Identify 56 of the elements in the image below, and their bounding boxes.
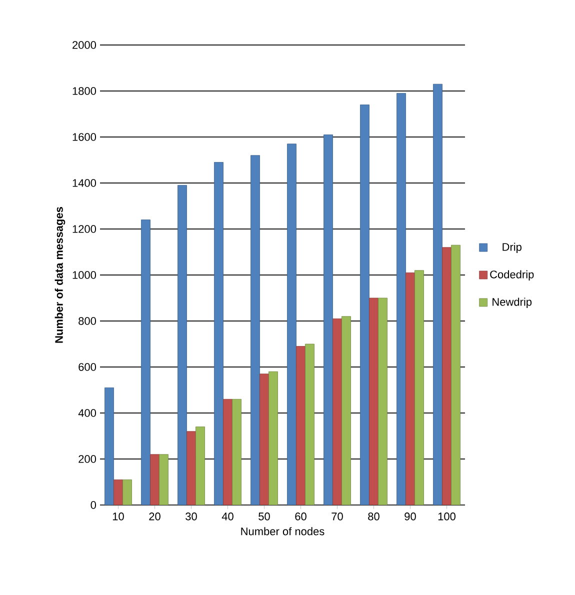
y-tick-label: 200 (78, 455, 96, 463)
bar (378, 298, 388, 505)
bar (122, 479, 132, 505)
bar (150, 454, 160, 505)
bar (360, 104, 370, 505)
legend-label: Drip (502, 242, 522, 254)
bar (442, 247, 452, 505)
y-tick-label: 600 (78, 363, 96, 371)
bar (369, 298, 378, 505)
bar (324, 134, 333, 505)
x-tick-label: 40 (222, 512, 234, 520)
bar (406, 272, 415, 505)
bar (296, 346, 306, 505)
x-tick-label: 80 (368, 512, 380, 520)
x-tick-label: 20 (149, 512, 160, 520)
bar (104, 388, 114, 505)
bar (159, 454, 168, 505)
bar (268, 371, 278, 505)
x-tick-label: 30 (186, 512, 197, 520)
bar (178, 185, 187, 505)
bar (250, 155, 260, 505)
bar (305, 344, 314, 505)
x-tick-label: 100 (438, 512, 456, 520)
y-tick-label: 0 (90, 501, 96, 509)
bar (214, 162, 224, 505)
legend-label: Newdrip (492, 298, 532, 308)
bar (342, 316, 351, 505)
y-tick-label: 1400 (72, 179, 96, 187)
y-axis-title: Number of data messages (54, 207, 66, 343)
y-tick-label: 1600 (72, 133, 96, 141)
x-tick-label: 10 (112, 512, 124, 520)
bar (232, 399, 242, 505)
y-tick-label: 1800 (72, 87, 96, 95)
bar (223, 399, 232, 505)
bar (414, 270, 424, 505)
y-tick-label: 1000 (72, 271, 96, 279)
y-tick-label: 2000 (72, 41, 96, 49)
x-axis-title: Number of nodes (241, 527, 324, 536)
bar (332, 318, 342, 505)
bar (396, 93, 406, 505)
bar (186, 431, 196, 505)
x-tick-label: 90 (404, 512, 416, 520)
y-tick-label: 400 (78, 409, 96, 417)
bar (260, 374, 269, 505)
bar (196, 426, 205, 505)
legend-label: Codedrip (490, 270, 534, 281)
x-tick-label: 70 (332, 512, 343, 520)
bar (287, 144, 296, 505)
bar (114, 479, 123, 505)
x-tick-label: 50 (258, 512, 270, 520)
bar (451, 244, 460, 505)
bar (141, 220, 150, 505)
bar (433, 84, 442, 505)
y-tick-label: 800 (78, 317, 96, 325)
y-tick-label: 1200 (72, 225, 96, 233)
x-tick-label: 60 (295, 512, 306, 520)
